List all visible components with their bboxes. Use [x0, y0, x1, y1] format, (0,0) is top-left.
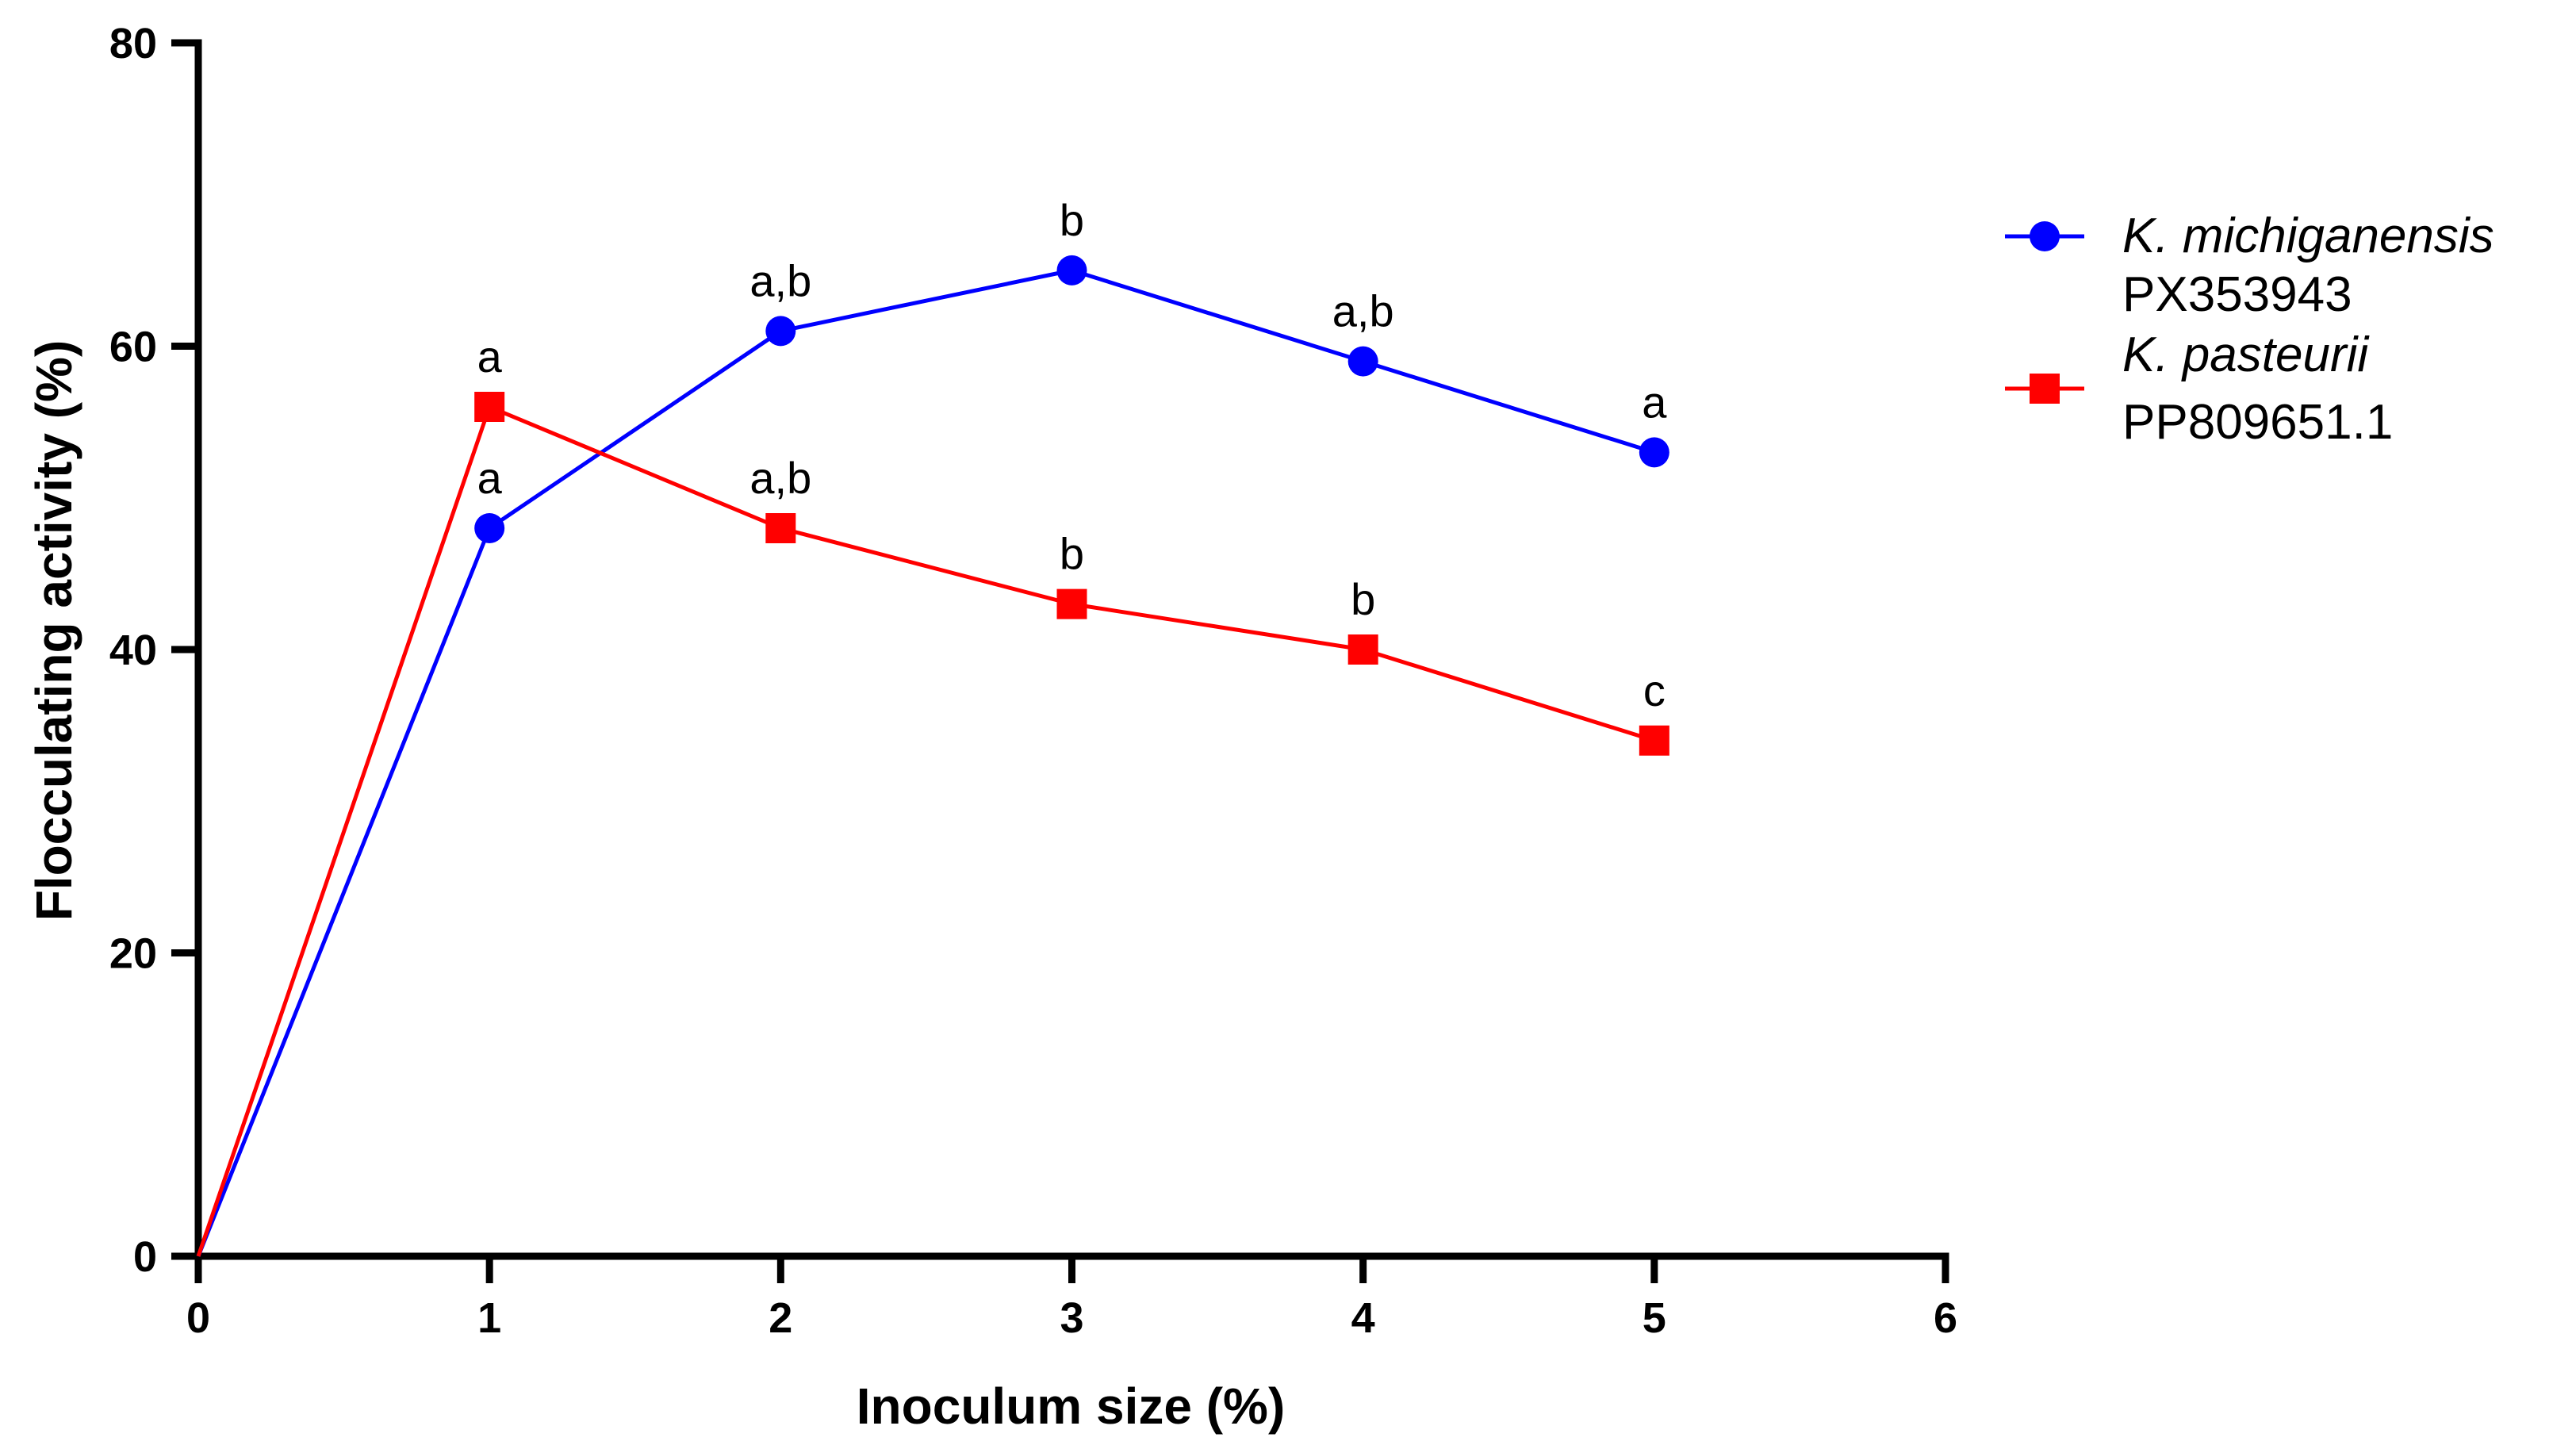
legend: K. michiganensis PX353943 K. pasteurii P…: [2005, 209, 2494, 450]
series-line-k-pasteurii: [196, 404, 1655, 1257]
significance-label-k-michiganensis: a: [1642, 377, 1667, 427]
series-layer: [196, 255, 1669, 1257]
significance-label-k-michiganensis: b: [1060, 195, 1084, 245]
significance-label-k-michiganensis: a,b: [1332, 286, 1394, 336]
x-axis-title: Inoculum size (%): [857, 1378, 1286, 1435]
data-point-k-michiganensis: [1639, 437, 1669, 468]
x-tick-label: 4: [1351, 1294, 1375, 1342]
x-tick-label: 0: [186, 1294, 210, 1342]
data-point-k-pasteurii: [1347, 634, 1378, 665]
significance-label-k-pasteurii: c: [1643, 665, 1666, 715]
data-point-k-pasteurii: [474, 392, 505, 422]
data-point-k-michiganensis: [765, 316, 796, 347]
y-tick-label: 80: [109, 20, 157, 67]
legend-marker-pasteurii: [2030, 374, 2060, 404]
x-tick-label: 1: [477, 1294, 501, 1342]
legend-item-pasteurii: K. pasteurii PP809651.1: [2005, 328, 2393, 450]
significance-labels: a a,b b a,b a a a,b b b c: [477, 195, 1668, 715]
significance-label-k-pasteurii: b: [1351, 574, 1375, 624]
legend-species-michiganensis: K. michiganensis: [2122, 209, 2494, 263]
significance-label-k-pasteurii: a,b: [749, 453, 811, 503]
y-tick-label: 40: [109, 627, 157, 674]
x-tick-label: 2: [769, 1294, 792, 1342]
data-point-k-pasteurii: [1639, 725, 1669, 756]
legend-accession-michiganensis: PX353943: [2122, 267, 2352, 322]
legend-accession-pasteurii: PP809651.1: [2122, 395, 2393, 450]
legend-species-pasteurii: K. pasteurii: [2122, 328, 2370, 382]
data-point-k-michiganensis: [1347, 346, 1378, 377]
data-point-k-pasteurii: [765, 513, 796, 543]
x-tick-label: 5: [1643, 1294, 1666, 1342]
significance-label-k-pasteurii: a: [477, 332, 503, 381]
y-tick-label: 20: [109, 930, 157, 978]
y-tick-label: 0: [133, 1233, 157, 1281]
y-axis-title: Flocculating activity (%): [25, 340, 82, 922]
data-point-k-michiganensis: [474, 513, 505, 543]
legend-item-michiganensis: K. michiganensis PX353943: [2005, 209, 2494, 322]
significance-label-k-pasteurii: b: [1060, 529, 1084, 579]
x-tick-label: 3: [1060, 1294, 1083, 1342]
significance-label-k-michiganensis: a: [477, 453, 503, 503]
legend-marker-michiganensis: [2030, 221, 2060, 251]
significance-label-k-michiganensis: a,b: [749, 255, 811, 305]
data-point-k-pasteurii: [1056, 588, 1087, 619]
data-point-k-michiganensis: [1056, 255, 1087, 286]
y-tick-label: 60: [109, 324, 157, 371]
series-line-k-michiganensis: [196, 268, 1655, 1257]
x-tick-label: 6: [1934, 1294, 1957, 1342]
